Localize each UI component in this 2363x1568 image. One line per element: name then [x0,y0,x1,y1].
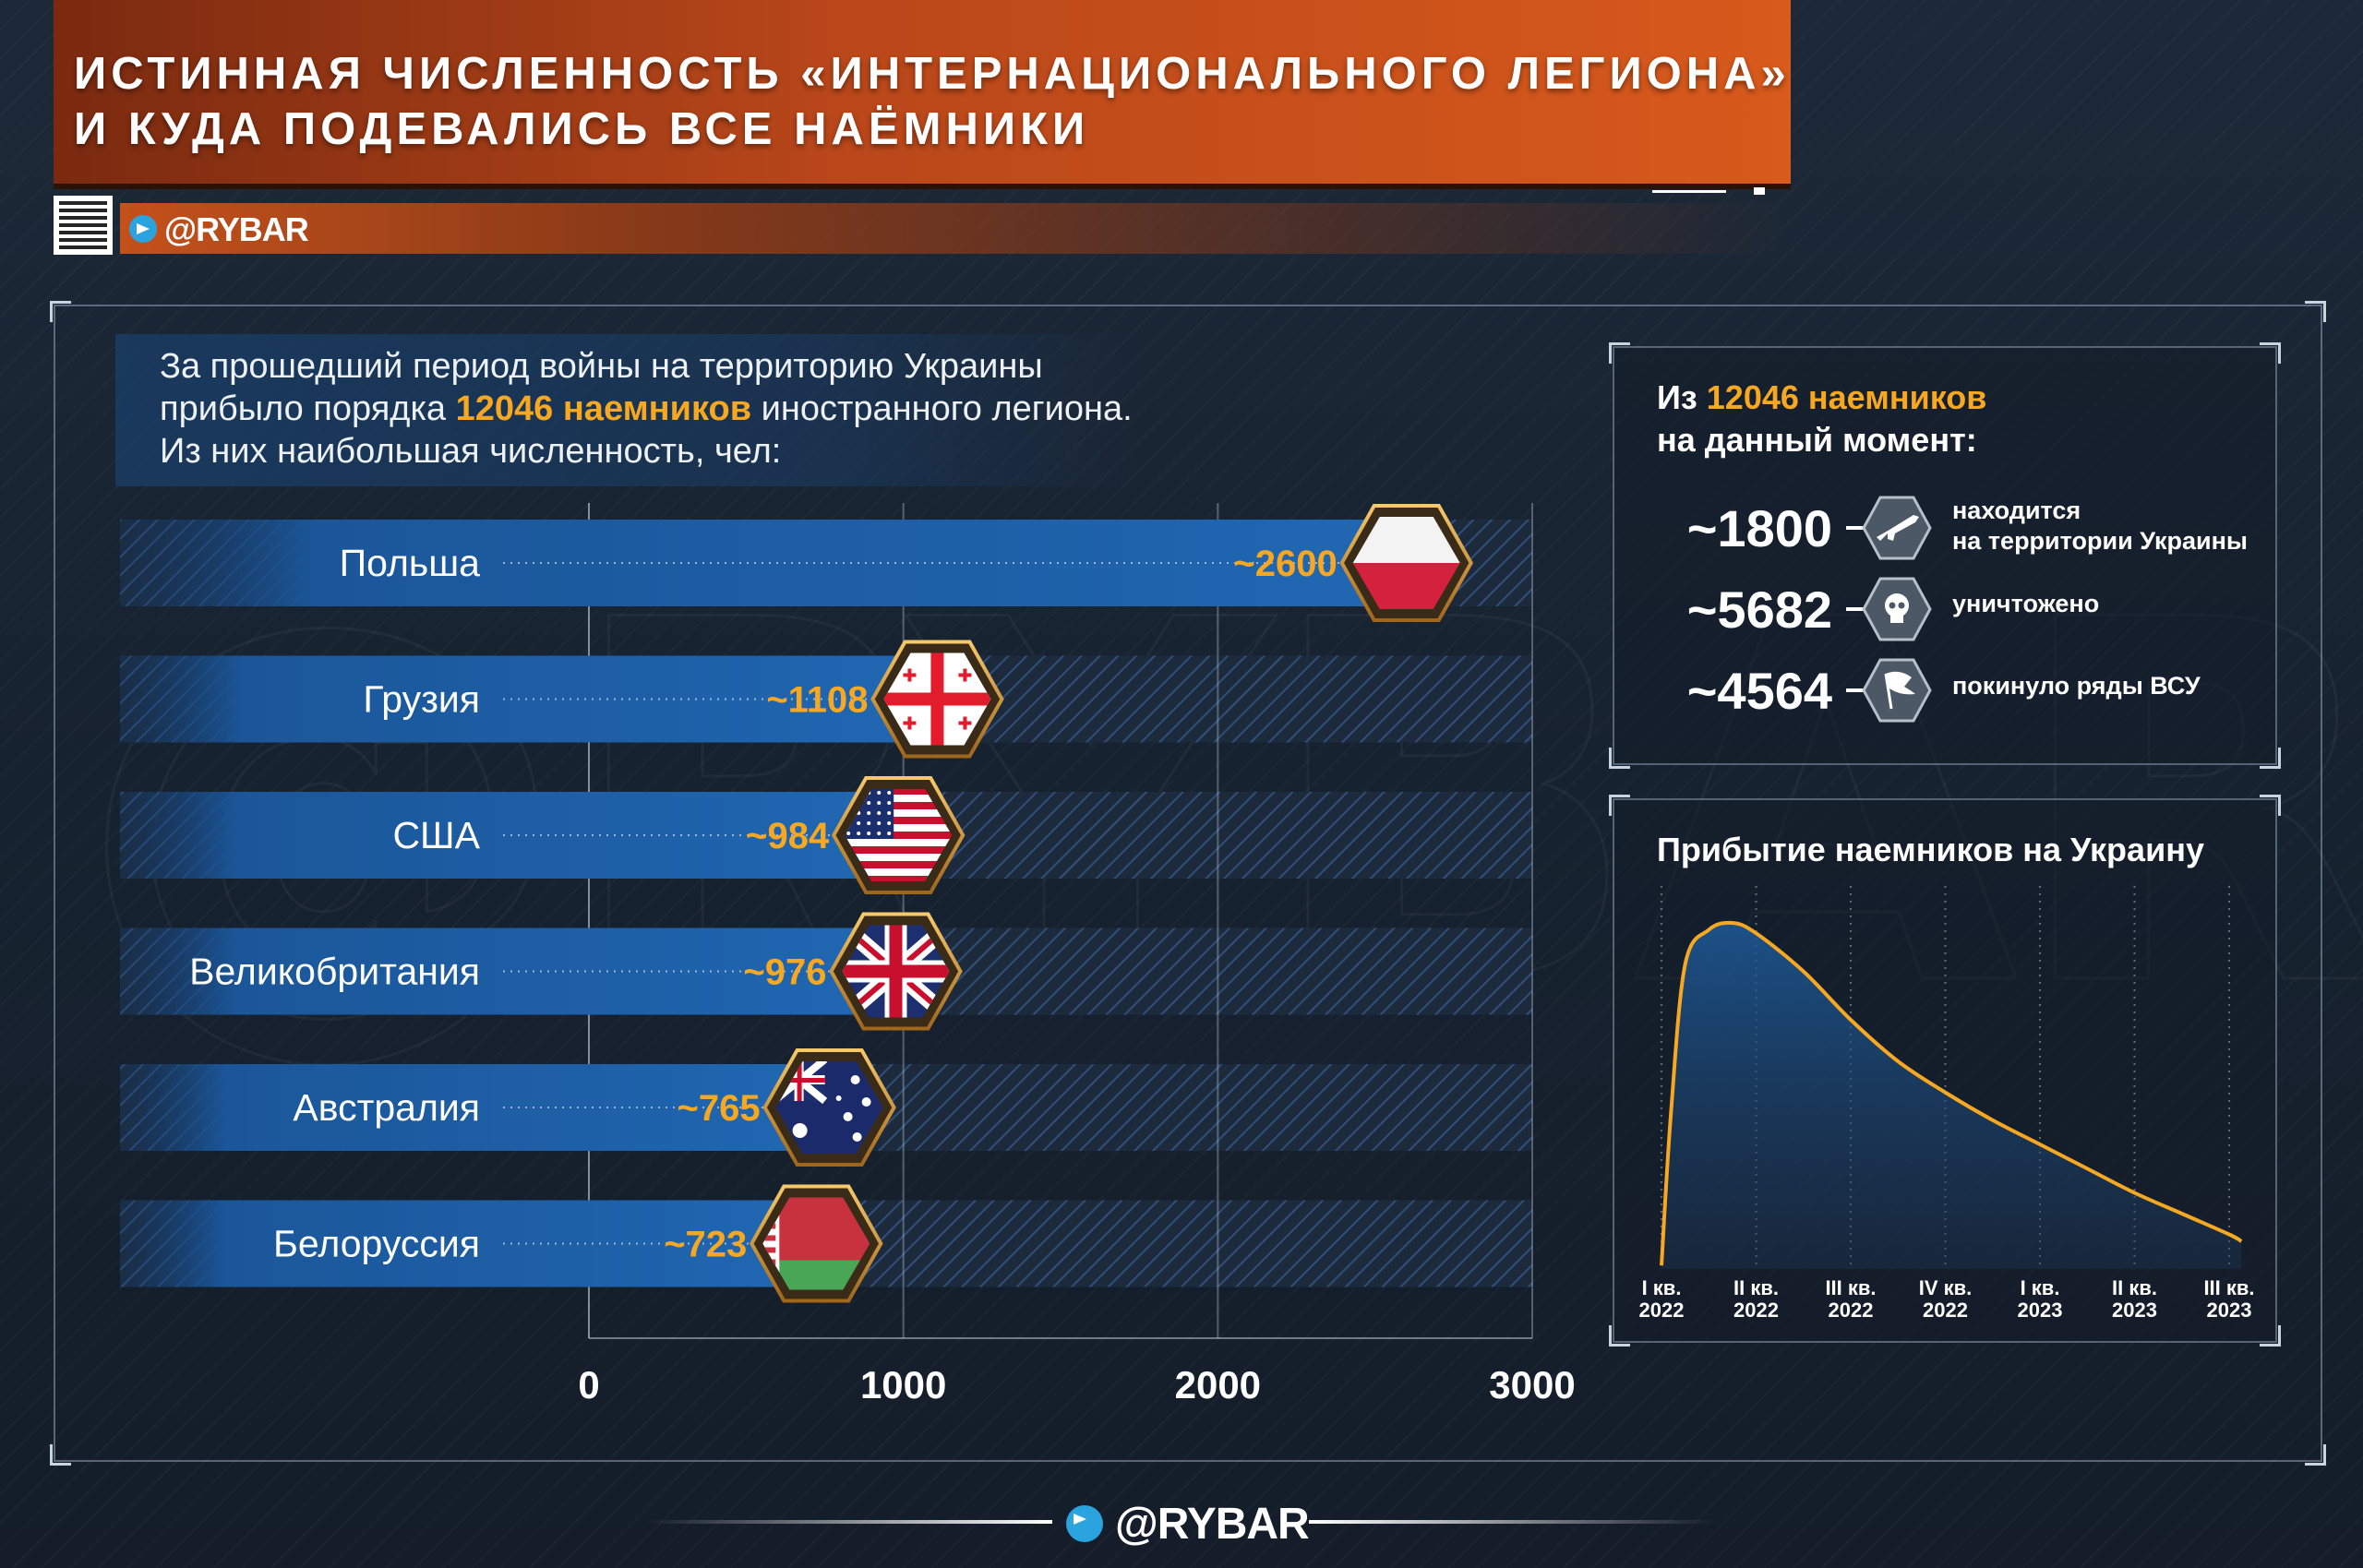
x-tick-label: 3000 [1489,1363,1575,1406]
stats-title-line2: на данный момент: [1657,421,1977,459]
header-handle[interactable]: @RYBAR [164,210,309,248]
quarter-label: 2023 [2112,1299,2157,1322]
quarter-label: III кв. [1825,1276,1876,1299]
x-tick-label: 1000 [860,1363,946,1406]
rifle-icon [1862,496,1932,560]
stats-title: Из 12046 наемников на данный момент: [1657,378,1987,459]
value-label: ~2600 [1233,544,1337,584]
footer-telegram-icon [1066,1505,1103,1542]
value-label: ~976 [743,952,826,993]
quarter-label: 2023 [2018,1299,2063,1322]
handle-bar [120,203,1791,254]
quarter-label: I кв. [2021,1276,2060,1299]
footer-rule-left [646,1520,1052,1524]
white-flag-icon [1862,658,1932,723]
stats-panel [1609,342,2281,769]
stat-value-killed: ~5682 [1686,581,1832,639]
footer-rule-right [1309,1520,1715,1524]
footer-handle[interactable]: @RYBAR [1115,1500,1310,1549]
country-label: США [392,814,480,856]
quarter-label: 2022 [1639,1299,1685,1322]
quarter-label: 2022 [1923,1299,1968,1322]
poland-flag-icon [1339,504,1474,622]
page-title: ИСТИННАЯ ЧИСЛЕННОСТЬ «ИНТЕРНАЦИОНАЛЬНОГО… [74,49,1791,154]
stat-text-killed: уничтожено [1952,590,2100,617]
quarter-label: III кв. [2203,1276,2254,1299]
georgia-flag-icon [870,640,1004,759]
country-label: Великобритания [189,951,480,993]
country-label: Польша [340,542,481,584]
bar [120,928,896,1015]
bar [120,792,899,879]
quarter-label: IV кв. [1919,1276,1973,1299]
stat-text-left: покинуло ряды ВСУ [1952,672,2201,700]
country-label: Грузия [363,678,480,721]
intro-line-3: Из них наибольшая численность, чел: [160,432,782,471]
value-label: ~723 [664,1225,747,1265]
header-rule [1652,190,1726,193]
bar [120,655,938,743]
intro-highlight: 12046 наемников [455,389,752,428]
country-label: Белоруссия [273,1223,480,1265]
stat-value-present: ~1800 [1686,499,1832,557]
usa-flag-icon [831,776,966,894]
value-label: ~984 [746,816,830,856]
belarus-flag-icon [750,1184,883,1303]
quarter-label: 2022 [1733,1299,1779,1322]
qr-code-icon [54,196,113,255]
intro-line-2-post: иностранного легиона. [751,389,1133,428]
intro-box: За прошедший период войны на территорию … [115,334,1140,486]
stat-value-left: ~4564 [1686,662,1832,720]
intro-line-1: За прошедший период войны на территорию … [160,347,1043,386]
quarter-label: 2022 [1829,1299,1874,1322]
skull-icon [1862,577,1932,641]
x-tick-label: 2000 [1175,1363,1261,1406]
quarter-label: 2023 [2207,1299,2252,1322]
stats-title-highlight: 12046 наемников [1706,378,1987,416]
arrivals-title: Прибытие наемников на Украину [1657,831,2204,868]
x-tick-label: 0 [578,1363,599,1406]
intro-line-2-pre: прибыло порядка [160,389,456,428]
value-label: ~765 [678,1088,761,1129]
arrivals-area [1661,922,2242,1269]
main-frame [50,301,2326,1466]
country-label: Австралия [293,1086,480,1129]
stat-text-present: находится на территории Украины [1952,497,2248,555]
quarter-label: II кв. [1733,1276,1779,1299]
intro-text: За прошедший период войны на территорию … [160,345,1133,473]
value-label: ~1108 [766,680,868,721]
quarter-label: I кв. [1642,1276,1682,1299]
uk-flag-icon [829,912,963,1031]
header-rule-dot [1754,187,1765,195]
quarter-label: II кв. [2112,1276,2157,1299]
arrivals-line [1660,920,2243,1266]
header-banner [54,0,1791,189]
bar [120,1200,817,1287]
telegram-icon [129,215,157,243]
